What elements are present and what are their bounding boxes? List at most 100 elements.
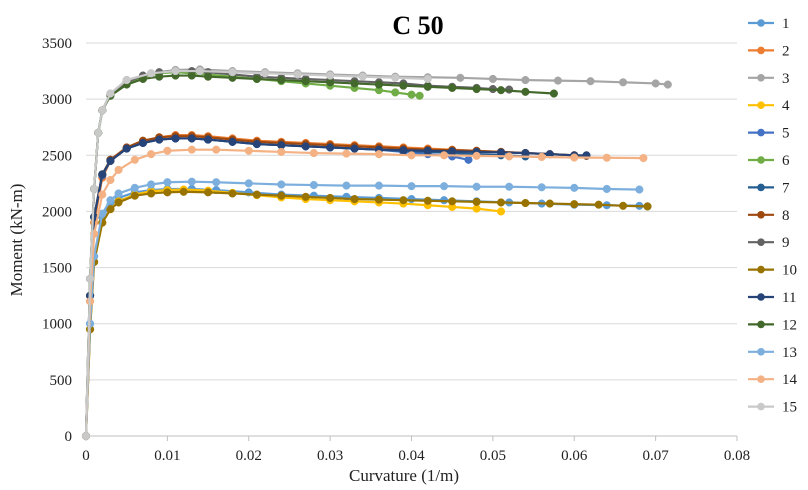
data-point [505, 152, 514, 161]
data-point [407, 151, 416, 160]
legend-entry: 3 [748, 71, 790, 87]
data-point [204, 135, 213, 144]
legend-marker [757, 293, 765, 301]
data-point [423, 82, 432, 91]
data-point [260, 69, 270, 78]
legend-label: 15 [782, 400, 797, 416]
legend-marker [757, 19, 765, 27]
y-tick-label: 3500 [42, 36, 72, 52]
data-point [301, 192, 310, 201]
data-point [448, 83, 457, 92]
data-point [423, 146, 432, 155]
data-point [496, 207, 506, 216]
legend-entry: 5 [748, 126, 790, 142]
data-point [277, 191, 286, 200]
data-point [90, 184, 99, 194]
data-point [187, 134, 196, 143]
data-point [374, 195, 384, 204]
data-point [570, 153, 579, 162]
legend-entry: 15 [748, 400, 797, 416]
legend-marker [757, 238, 765, 246]
data-point [342, 149, 351, 158]
legend-label: 8 [782, 208, 790, 224]
data-point [147, 150, 156, 159]
data-point [643, 202, 652, 211]
data-point [423, 74, 432, 83]
legend-entry: 14 [748, 372, 798, 388]
data-point [663, 80, 672, 89]
data-point [114, 165, 123, 174]
data-point [155, 135, 164, 144]
x-tick-label: 0.01 [154, 448, 180, 464]
legend-entry: 8 [748, 208, 790, 224]
data-point [635, 185, 644, 194]
data-point [252, 140, 261, 149]
chart-title: C 50 [392, 11, 443, 40]
legend-label: 4 [782, 98, 790, 114]
x-tick-label: 0.08 [724, 448, 750, 464]
x-axis-title: Curvature (1/m) [349, 466, 459, 485]
y-tick-label: 2000 [42, 204, 72, 220]
data-point [163, 188, 172, 197]
data-point [521, 87, 530, 96]
data-point [277, 147, 286, 156]
data-point [228, 68, 237, 77]
data-point [472, 182, 481, 191]
data-point [586, 77, 595, 86]
legend-marker [757, 348, 765, 356]
data-point [472, 197, 481, 206]
data-point [212, 178, 221, 187]
x-tick-label: 0.02 [236, 448, 262, 464]
legend-label: 5 [782, 126, 790, 142]
data-point [81, 431, 91, 441]
y-tick-label: 0 [65, 429, 73, 445]
data-point [440, 151, 449, 160]
legend-marker [757, 46, 765, 55]
data-point [309, 180, 318, 190]
y-tick-label: 1000 [42, 317, 72, 333]
data-point [122, 144, 131, 153]
legend-label: 14 [782, 372, 798, 388]
data-point [98, 106, 107, 115]
data-point [521, 198, 530, 208]
data-point [374, 181, 384, 190]
legend-entry: 11 [748, 290, 796, 306]
data-point [448, 197, 457, 206]
data-point [147, 180, 156, 189]
data-point [187, 145, 196, 154]
data-point [374, 80, 384, 89]
legend-marker [757, 74, 765, 82]
legend-entry: 12 [748, 317, 797, 333]
data-point [448, 147, 457, 156]
legend-entry: 13 [748, 345, 797, 361]
data-point [187, 71, 196, 80]
legend-marker [757, 211, 765, 219]
data-point [244, 146, 253, 155]
data-point [440, 182, 449, 191]
data-point [651, 79, 660, 88]
legend-label: 7 [782, 180, 790, 196]
data-point [130, 155, 139, 164]
data-point [114, 189, 123, 198]
legend-label: 2 [782, 43, 790, 59]
legend-entry: 9 [748, 235, 790, 251]
data-point [472, 151, 481, 160]
legend-marker [757, 101, 765, 109]
data-point [106, 175, 115, 185]
data-point [399, 146, 408, 155]
data-point [122, 76, 131, 85]
legend-entry: 4 [748, 98, 790, 114]
legend-marker [757, 156, 765, 164]
data-point [171, 134, 180, 143]
data-point [138, 138, 148, 147]
data-point [326, 193, 335, 202]
data-point [94, 128, 103, 137]
data-point [407, 195, 416, 204]
legend-label: 12 [782, 317, 797, 333]
data-point [106, 156, 115, 165]
data-point [602, 184, 611, 194]
data-point [98, 190, 107, 199]
